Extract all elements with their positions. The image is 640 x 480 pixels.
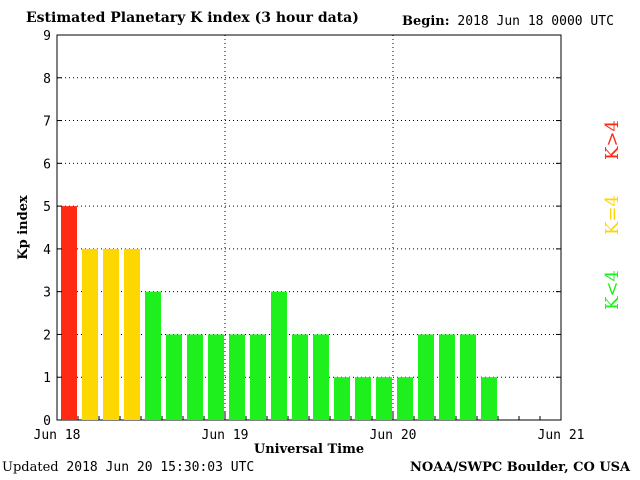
begin-info: Begin: 2018 Jun 18 0000 UTC [402,14,614,29]
y-tick-label: 9 [43,29,51,44]
updated-value: 2018 Jun 20 15:30:03 UTC [66,460,255,475]
begin-value: 2018 Jun 18 0000 UTC [457,14,614,29]
kp-bar [187,334,203,420]
kp-bar [271,291,287,420]
legend-item: K<4 [602,270,623,310]
y-tick-label: 4 [43,243,51,258]
kp-bar [250,334,266,420]
legend-item: K=4 [602,195,623,235]
updated-info: Updated 2018 Jun 20 15:30:03 UTC [2,460,254,475]
kp-bar [313,334,329,420]
y-axis-label: Kp index [16,195,31,260]
kp-bar [376,377,392,420]
kp-bar [166,334,182,420]
y-tick-label: 8 [43,72,51,87]
kp-bar [82,248,98,420]
y-tick-label: 1 [43,371,51,386]
x-tick-label: Jun 18 [34,428,81,443]
y-tick-label: 6 [43,157,51,172]
kp-bar [292,334,308,420]
y-tick-label: 7 [43,115,51,130]
x-tick-label: Jun 21 [538,428,585,443]
legend-item: K>4 [602,120,623,160]
kp-bar [397,377,413,420]
kp-bar [481,377,497,420]
y-tick-label: 5 [43,200,51,215]
kp-bar [208,334,224,420]
kp-bar [145,291,161,420]
y-tick-label: 3 [43,286,51,301]
x-axis-label: Universal Time [254,442,364,457]
kp-bar [334,377,350,420]
kp-bar [355,377,371,420]
x-tick-label: Jun 19 [202,428,249,443]
chart-title: Estimated Planetary K index (3 hour data… [26,10,359,26]
kp-bar [103,248,119,420]
kp-bar [418,334,434,420]
kp-bar [61,206,77,420]
kp-bar [460,334,476,420]
y-tick-label: 0 [43,414,51,429]
y-tick-label: 2 [43,328,51,343]
kp-bar [124,248,140,420]
kp-bar [229,334,245,420]
updated-label: Updated [2,460,59,475]
source-credit: NOAA/SWPC Boulder, CO USA [410,460,631,475]
kp-bar [439,334,455,420]
x-tick-label: Jun 20 [370,428,417,443]
begin-label: Begin: [402,14,450,29]
